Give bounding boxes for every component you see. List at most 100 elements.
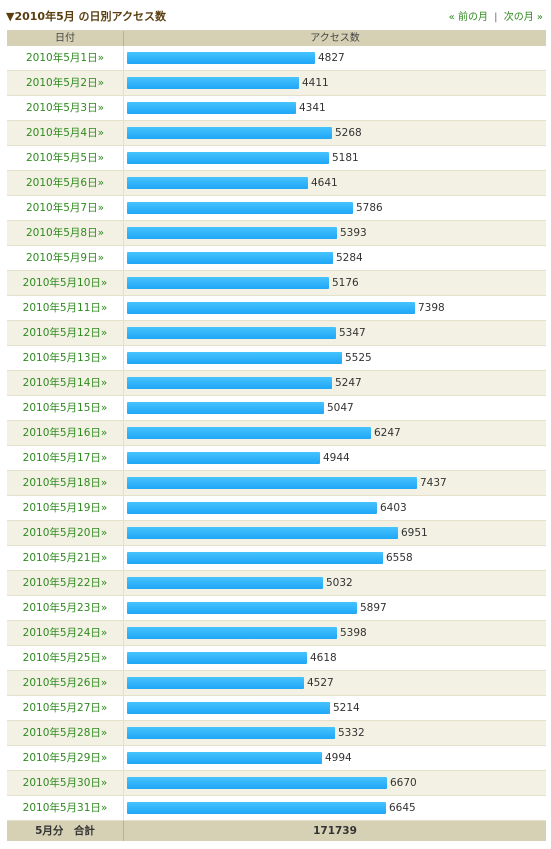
- table-row: 2010年5月14日» 5247: [7, 371, 546, 396]
- date-link[interactable]: 2010年5月6日»: [7, 171, 124, 195]
- access-value: 4341: [299, 102, 326, 114]
- table-row: 2010年5月16日» 6247: [7, 421, 546, 446]
- date-link[interactable]: 2010年5月14日»: [7, 371, 124, 395]
- access-bar: [127, 452, 320, 464]
- table-row: 2010年5月1日» 4827: [7, 46, 546, 71]
- table-row: 2010年5月6日» 4641: [7, 171, 546, 196]
- access-bar: [127, 402, 324, 414]
- date-link[interactable]: 2010年5月25日»: [7, 646, 124, 670]
- access-bar: [127, 652, 307, 664]
- date-link[interactable]: 2010年5月13日»: [7, 346, 124, 370]
- table-row: 2010年5月27日» 5214: [7, 696, 546, 721]
- access-value: 6645: [389, 802, 416, 814]
- access-value: 7398: [418, 302, 445, 314]
- page-header: ▼2010年5月 の日別アクセス数 « 前の月 | 次の月 »: [0, 0, 551, 30]
- access-bar: [127, 777, 387, 789]
- date-link[interactable]: 2010年5月15日»: [7, 396, 124, 420]
- access-bar: [127, 202, 353, 214]
- access-bar: [127, 677, 304, 689]
- date-link[interactable]: 2010年5月17日»: [7, 446, 124, 470]
- date-link[interactable]: 2010年5月1日»: [7, 46, 124, 70]
- access-bar: [127, 802, 386, 814]
- date-link[interactable]: 2010年5月22日»: [7, 571, 124, 595]
- date-link[interactable]: 2010年5月18日»: [7, 471, 124, 495]
- table-row: 2010年5月30日» 6670: [7, 771, 546, 796]
- date-link[interactable]: 2010年5月8日»: [7, 221, 124, 245]
- date-link[interactable]: 2010年5月29日»: [7, 746, 124, 770]
- date-link[interactable]: 2010年5月20日»: [7, 521, 124, 545]
- access-value: 7437: [420, 477, 447, 489]
- table-row: 2010年5月26日» 4527: [7, 671, 546, 696]
- access-value: 4944: [323, 452, 350, 464]
- table-row: 2010年5月24日» 5398: [7, 621, 546, 646]
- date-column-header: 日付: [7, 31, 124, 46]
- date-link[interactable]: 2010年5月28日»: [7, 721, 124, 745]
- date-link[interactable]: 2010年5月21日»: [7, 546, 124, 570]
- date-link[interactable]: 2010年5月24日»: [7, 621, 124, 645]
- table-row: 2010年5月31日» 6645: [7, 796, 546, 821]
- access-value: 5032: [326, 577, 353, 589]
- date-link[interactable]: 2010年5月31日»: [7, 796, 124, 820]
- access-bar: [127, 702, 330, 714]
- table-row: 2010年5月2日» 4411: [7, 71, 546, 96]
- access-value: 5398: [340, 627, 367, 639]
- date-link[interactable]: 2010年5月12日»: [7, 321, 124, 345]
- access-value: 5214: [333, 702, 360, 714]
- access-bar: [127, 102, 296, 114]
- access-bar: [127, 152, 329, 164]
- access-bar: [127, 602, 357, 614]
- table-row: 2010年5月17日» 4944: [7, 446, 546, 471]
- table-row: 2010年5月3日» 4341: [7, 96, 546, 121]
- access-value: 5347: [339, 327, 366, 339]
- date-link[interactable]: 2010年5月23日»: [7, 596, 124, 620]
- access-bar: [127, 77, 299, 89]
- access-value: 5247: [335, 377, 362, 389]
- access-bar: [127, 527, 398, 539]
- access-value: 5332: [338, 727, 365, 739]
- access-bar: [127, 577, 323, 589]
- total-value: 171739: [313, 825, 357, 837]
- month-navigation: « 前の月 | 次の月 »: [449, 8, 543, 23]
- date-link[interactable]: 2010年5月27日»: [7, 696, 124, 720]
- date-link[interactable]: 2010年5月19日»: [7, 496, 124, 520]
- date-link[interactable]: 2010年5月5日»: [7, 146, 124, 170]
- prev-month-link[interactable]: « 前の月: [448, 12, 488, 23]
- table-row: 2010年5月7日» 5786: [7, 196, 546, 221]
- access-bar: [127, 327, 336, 339]
- date-link[interactable]: 2010年5月16日»: [7, 421, 124, 445]
- access-value: 6558: [386, 552, 413, 564]
- table-row: 2010年5月12日» 5347: [7, 321, 546, 346]
- date-link[interactable]: 2010年5月10日»: [7, 271, 124, 295]
- nav-separator: |: [494, 12, 498, 23]
- table-row: 2010年5月13日» 5525: [7, 346, 546, 371]
- date-link[interactable]: 2010年5月11日»: [7, 296, 124, 320]
- access-value: 5268: [335, 127, 362, 139]
- date-link[interactable]: 2010年5月4日»: [7, 121, 124, 145]
- date-link[interactable]: 2010年5月30日»: [7, 771, 124, 795]
- date-link[interactable]: 2010年5月7日»: [7, 196, 124, 220]
- access-value: 4527: [307, 677, 334, 689]
- table-header: 日付 アクセス数: [7, 31, 546, 46]
- access-value: 5284: [336, 252, 363, 264]
- access-value: 5047: [327, 402, 354, 414]
- access-value: 6247: [374, 427, 401, 439]
- table-row: 2010年5月18日» 7437: [7, 471, 546, 496]
- date-link[interactable]: 2010年5月9日»: [7, 246, 124, 270]
- table-row: 2010年5月25日» 4618: [7, 646, 546, 671]
- table-row: 2010年5月29日» 4994: [7, 746, 546, 771]
- access-bar: [127, 502, 377, 514]
- table-row: 2010年5月15日» 5047: [7, 396, 546, 421]
- next-month-link[interactable]: 次の月 »: [503, 12, 543, 23]
- table-row: 2010年5月28日» 5332: [7, 721, 546, 746]
- daily-access-table: 日付 アクセス数 2010年5月1日» 4827 2010年5月2日» 4411 201…: [7, 30, 546, 841]
- date-link[interactable]: 2010年5月3日»: [7, 96, 124, 120]
- date-link[interactable]: 2010年5月26日»: [7, 671, 124, 695]
- access-value: 6670: [390, 777, 417, 789]
- access-value: 6951: [401, 527, 428, 539]
- access-value: 4994: [325, 752, 352, 764]
- date-link[interactable]: 2010年5月2日»: [7, 71, 124, 95]
- access-bar: [127, 277, 329, 289]
- access-value: 4618: [310, 652, 337, 664]
- access-bar: [127, 177, 308, 189]
- access-value: 5525: [345, 352, 372, 364]
